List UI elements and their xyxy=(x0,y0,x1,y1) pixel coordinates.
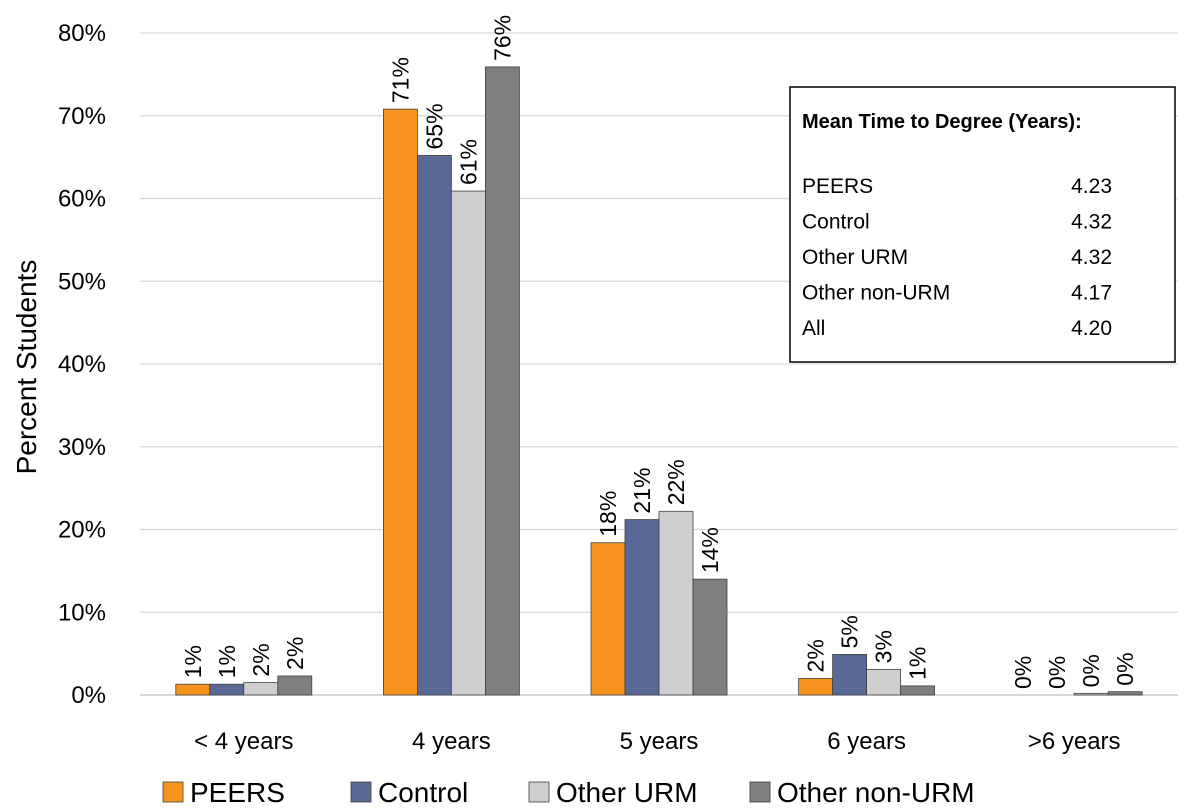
bar xyxy=(1107,691,1143,696)
x-tick-label: < 4 years xyxy=(194,728,293,755)
bar xyxy=(416,155,452,696)
y-axis-ticks: 0% 10% 20% 30% 40% 50% 60% 70% 80% xyxy=(58,20,106,709)
data-label: 22% xyxy=(663,459,689,505)
legend: PEERS Control Other URM Other non-URM xyxy=(162,777,975,808)
y-axis-label: Percent Students xyxy=(11,260,42,475)
x-tick-label: >6 years xyxy=(1028,728,1121,755)
mean-time-row-label: Control xyxy=(802,211,870,234)
bar xyxy=(450,190,486,696)
x-tick-label: 5 years xyxy=(620,728,699,755)
data-label: 14% xyxy=(697,527,723,573)
mean-time-box-frame xyxy=(789,86,1176,363)
y-tick-label: 60% xyxy=(58,186,106,213)
gridlines xyxy=(140,32,1178,696)
data-label: 0% xyxy=(1112,652,1138,685)
legend-label: PEERS xyxy=(190,777,285,808)
mean-time-box: Mean Time to Degree (Years): PEERS 4.23 Co… xyxy=(789,86,1176,363)
y-tick-label: 80% xyxy=(58,20,106,47)
bar xyxy=(624,519,660,696)
legend-swatch xyxy=(162,781,184,803)
legend-swatch xyxy=(350,781,372,803)
mean-time-box-title: Mean Time to Degree (Years): xyxy=(802,111,1082,133)
mean-time-row-label: Other URM xyxy=(802,246,908,269)
x-axis-ticks: < 4 years 4 years 5 years 6 years >6 years xyxy=(194,728,1120,755)
bar xyxy=(590,542,626,696)
bar xyxy=(832,654,867,696)
y-tick-label: 30% xyxy=(58,434,106,461)
mean-time-row-label: Other non-URM xyxy=(802,282,950,305)
data-label: 1% xyxy=(180,645,206,678)
data-label: 1% xyxy=(905,647,931,680)
y-tick-label: 70% xyxy=(58,103,106,130)
data-label: 21% xyxy=(629,468,655,514)
mean-time-row-value: 4.32 xyxy=(1071,246,1112,269)
bar xyxy=(1073,692,1109,696)
y-tick-label: 10% xyxy=(58,599,106,626)
bar xyxy=(658,510,694,696)
y-tick-label: 50% xyxy=(58,268,106,295)
x-tick-label: 6 years xyxy=(827,728,906,755)
bar xyxy=(692,578,728,696)
bar xyxy=(866,668,901,696)
x-tick-label: 4 years xyxy=(412,728,491,755)
mean-time-row-value: 4.17 xyxy=(1071,282,1112,305)
data-label: 76% xyxy=(489,15,515,61)
bar xyxy=(243,682,279,696)
mean-time-row-label: All xyxy=(802,317,825,340)
data-label: 71% xyxy=(387,57,413,103)
data-label: 0% xyxy=(1010,656,1036,689)
bar xyxy=(277,675,313,696)
data-labels: 1% 1% 2% 2%71%65%61%76%18%21% 22%14%2%5% 3% 1%… xyxy=(180,15,1138,689)
bar xyxy=(798,678,833,696)
mean-time-row-value: 4.23 xyxy=(1071,175,1112,198)
data-label: 2% xyxy=(248,643,274,676)
data-label: 18% xyxy=(595,491,621,537)
y-tick-label: 0% xyxy=(71,682,106,709)
bar xyxy=(900,685,935,696)
bar xyxy=(209,683,245,696)
data-label: 1% xyxy=(214,645,240,678)
data-label: 61% xyxy=(455,139,481,185)
data-label: 2% xyxy=(282,637,308,670)
data-label: 65% xyxy=(421,103,447,149)
legend-label: Control xyxy=(378,777,468,808)
mean-time-row-value: 4.20 xyxy=(1071,317,1112,340)
legend-swatch xyxy=(749,781,771,803)
y-tick-label: 40% xyxy=(58,351,106,378)
bar xyxy=(484,66,520,696)
legend-label: Other non-URM xyxy=(777,777,975,808)
mean-time-row-value: 4.32 xyxy=(1071,211,1112,234)
legend-swatch xyxy=(528,781,550,803)
data-label: 0% xyxy=(1078,654,1104,687)
legend-label: Other URM xyxy=(556,777,698,808)
data-label: 3% xyxy=(871,630,897,663)
data-label: 5% xyxy=(837,615,863,648)
bar xyxy=(382,108,418,696)
bar xyxy=(175,683,211,696)
mean-time-row-label: PEERS xyxy=(802,175,873,198)
data-label: 2% xyxy=(803,639,829,672)
y-tick-label: 20% xyxy=(58,517,106,544)
data-label: 0% xyxy=(1044,656,1070,689)
bars xyxy=(175,66,1143,696)
